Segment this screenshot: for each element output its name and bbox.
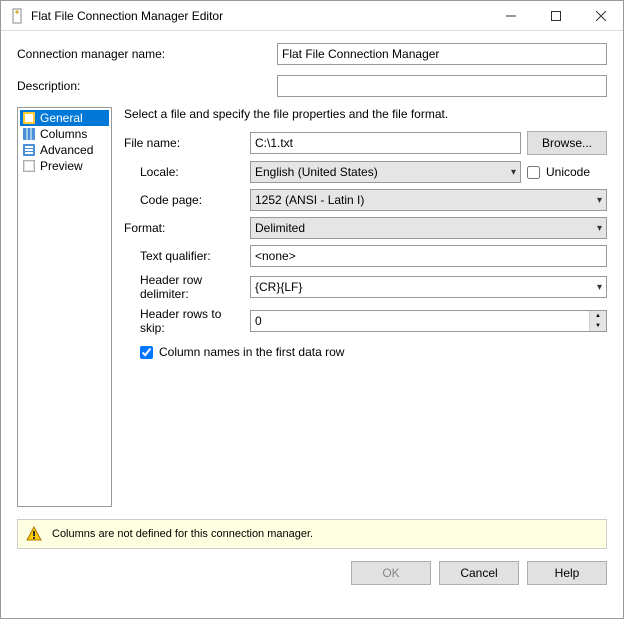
sidebar-item-columns[interactable]: Columns (20, 126, 109, 142)
instruction-text: Select a file and specify the file prope… (124, 107, 607, 121)
titlebar: Flat File Connection Manager Editor (1, 1, 623, 31)
warning-bar: Columns are not defined for this connect… (17, 519, 607, 549)
sidebar-label: Advanced (40, 143, 93, 157)
preview-icon (22, 159, 36, 173)
cancel-button[interactable]: Cancel (439, 561, 519, 585)
description-label: Description: (17, 79, 277, 93)
browse-button[interactable]: Browse... (527, 131, 607, 155)
locale-label: Locale: (124, 165, 244, 179)
codepage-value: 1252 (ANSI - Latin I) (255, 193, 597, 207)
codepage-label: Code page: (124, 193, 244, 207)
maximize-button[interactable] (533, 1, 578, 30)
chevron-down-icon: ▾ (597, 223, 602, 234)
format-label: Format: (124, 221, 244, 235)
header-section: Connection manager name: Description: (1, 31, 623, 97)
connection-name-label: Connection manager name: (17, 47, 277, 61)
unicode-checkbox[interactable] (527, 166, 540, 179)
sidebar-item-advanced[interactable]: Advanced (20, 142, 109, 158)
warning-icon (26, 526, 42, 542)
codepage-dropdown[interactable]: 1252 (ANSI - Latin I) ▾ (250, 189, 607, 211)
spinner-down-button[interactable]: ▼ (590, 321, 606, 331)
headerskip-value: 0 (255, 314, 589, 328)
colnames-checkbox[interactable] (140, 346, 153, 359)
sidebar-label: Preview (40, 159, 83, 173)
columns-icon (22, 127, 36, 141)
main-panel: Select a file and specify the file prope… (124, 107, 607, 507)
advanced-icon (22, 143, 36, 157)
window-controls (488, 1, 623, 30)
footer: OK Cancel Help (1, 549, 623, 597)
filename-input[interactable] (250, 132, 521, 154)
unicode-label: Unicode (546, 165, 590, 179)
colnames-label: Column names in the first data row (159, 345, 344, 359)
nav-sidebar: General Columns Advanced Preview (17, 107, 112, 507)
textqual-input[interactable] (250, 245, 607, 267)
format-dropdown[interactable]: Delimited ▾ (250, 217, 607, 239)
close-button[interactable] (578, 1, 623, 30)
headerdelim-label: Header row delimiter: (124, 273, 244, 301)
ok-button[interactable]: OK (351, 561, 431, 585)
chevron-down-icon: ▾ (597, 282, 602, 293)
sidebar-label: General (40, 111, 83, 125)
headerskip-label: Header rows to skip: (124, 307, 244, 335)
headerskip-spinner[interactable]: 0 ▲ ▼ (250, 310, 607, 332)
window-title: Flat File Connection Manager Editor (31, 9, 488, 23)
spinner-up-button[interactable]: ▲ (590, 311, 606, 321)
locale-value: English (United States) (255, 165, 511, 179)
description-input[interactable] (277, 75, 607, 97)
connection-name-input[interactable] (277, 43, 607, 65)
minimize-button[interactable] (488, 1, 533, 30)
colnames-checkbox-wrap[interactable]: Column names in the first data row (124, 345, 607, 359)
app-icon (9, 8, 25, 24)
sidebar-item-preview[interactable]: Preview (20, 158, 109, 174)
locale-dropdown[interactable]: English (United States) ▾ (250, 161, 521, 183)
chevron-down-icon: ▾ (597, 195, 602, 206)
chevron-down-icon: ▾ (511, 167, 516, 178)
textqual-label: Text qualifier: (124, 249, 244, 263)
unicode-checkbox-wrap[interactable]: Unicode (527, 165, 607, 179)
sidebar-item-general[interactable]: General (20, 110, 109, 126)
filename-label: File name: (124, 136, 244, 150)
headerdelim-dropdown[interactable]: {CR}{LF} ▾ (250, 276, 607, 298)
headerdelim-value: {CR}{LF} (255, 280, 302, 294)
format-value: Delimited (255, 221, 597, 235)
help-button[interactable]: Help (527, 561, 607, 585)
general-icon (22, 111, 36, 125)
sidebar-label: Columns (40, 127, 87, 141)
warning-text: Columns are not defined for this connect… (52, 528, 313, 540)
